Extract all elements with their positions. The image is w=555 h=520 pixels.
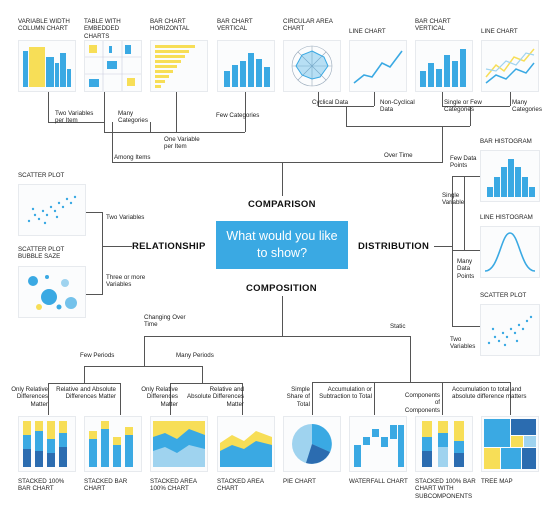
- label-scatter-plot-rel: SCATTER PLOT: [18, 172, 65, 179]
- thumb-scatter-plot-rel: [18, 184, 86, 236]
- thumb-line-chart-2: [481, 40, 539, 92]
- thumb-bar-histogram: [480, 150, 540, 202]
- label-tree-map: TREE MAP: [481, 478, 513, 485]
- thumb-waterfall: [349, 416, 407, 472]
- note-rel-abs-1: Relative and Absolute Differences Matter: [56, 386, 116, 401]
- note-few-periods: Few Periods: [80, 352, 115, 359]
- note-three-or-more: Three or more Variables: [106, 274, 146, 289]
- thumb-stacked-area-100: [150, 416, 208, 472]
- note-among-items: Among Items: [114, 154, 151, 161]
- note-two-variables-rel: Two Variables: [106, 214, 145, 221]
- note-single-or-few: Single or Few Categories: [444, 99, 482, 114]
- thumb-circular-area: [283, 40, 341, 92]
- note-two-var-per-item: Two Variables per Item: [55, 110, 94, 125]
- thumb-bubble-chart: [18, 266, 86, 318]
- center-question-box: What would you like to show?: [216, 221, 348, 269]
- thumb-bar-vertical: [217, 40, 275, 92]
- note-only-relative-2: Only Relative Differences Matter: [141, 386, 178, 408]
- label-bubble-chart: SCATTER PLOT BUBBLE SAZE: [18, 246, 65, 261]
- note-only-relative-1: Only Relative Differences Matter: [11, 386, 48, 408]
- center-question-text: What would you like to show?: [226, 229, 338, 260]
- label-stacked-area: STACKED AREA CHART: [217, 478, 264, 493]
- label-pie: PIE CHART: [283, 478, 316, 485]
- label-stacked-100-bar: STACKED 100% BAR CHART: [18, 478, 65, 493]
- note-simple-share: Simple Share of Total: [286, 386, 310, 408]
- thumb-variable-width-column: [18, 40, 76, 92]
- note-non-cyclical: Non-Cyclical Data: [380, 99, 415, 114]
- note-accum-total: Accumulation to total and absolute diffe…: [452, 386, 527, 401]
- note-many-categories: Many Categories: [118, 110, 148, 125]
- thumb-stacked-area: [217, 416, 275, 472]
- label-stacked-100-sub: STACKED 100% BAR CHART WITH SUBCOMPONENT…: [415, 478, 476, 500]
- thumb-stacked-bar: [84, 416, 142, 472]
- note-rel-abs-2: Relative and Absolute Differences Matter: [187, 386, 244, 408]
- note-one-var-per-item: One Variable per Item: [164, 136, 200, 151]
- label-circular-area: CIRCULAR AREA CHART: [283, 18, 333, 33]
- heading-distribution: DISTRIBUTION: [358, 241, 430, 252]
- label-bar-vertical: BAR CHART VERTICAL: [217, 18, 253, 33]
- thumb-bar-vertical-2: [415, 40, 473, 92]
- thumb-scatter-plot-dist: [480, 304, 540, 356]
- note-over-time: Over Time: [384, 152, 413, 159]
- note-accumulation: Accumulation or Subtraction to Total: [319, 386, 372, 401]
- label-variable-width-column: VARIABLE WIDTH COLUMN CHART: [18, 18, 70, 33]
- label-line-chart-1: LINE CHART: [349, 28, 386, 35]
- note-many-categories-2: Many Categories: [512, 99, 542, 114]
- label-line-chart-2: LINE CHART: [481, 28, 518, 35]
- thumb-pie: [283, 416, 341, 472]
- label-stacked-bar: STACKED BAR CHART: [84, 478, 128, 493]
- thumb-stacked-100-sub: [415, 416, 473, 472]
- label-table-embedded: TABLE WITH EMBEDDED CHARTS: [84, 18, 121, 40]
- thumb-line-histogram: [480, 226, 540, 278]
- note-single-variable: Single Variable: [442, 192, 465, 207]
- label-waterfall: WATERFALL CHART: [349, 478, 408, 485]
- note-many-data-points: Many Data Points: [457, 258, 475, 280]
- thumb-line-chart-1: [349, 40, 407, 92]
- label-bar-histogram: BAR HISTOGRAM: [480, 138, 532, 145]
- thumb-bar-horizontal: [150, 40, 208, 92]
- thumb-stacked-100-bar: [18, 416, 76, 472]
- note-static: Static: [390, 323, 406, 330]
- heading-comparison: COMPARISON: [248, 199, 316, 210]
- label-scatter-plot-dist: SCATTER PLOT: [480, 292, 527, 299]
- note-two-variables-dist: Two Variables: [450, 336, 476, 351]
- heading-relationship: RELATIONSHIP: [132, 241, 206, 252]
- note-components: Components of Components: [404, 392, 440, 414]
- thumb-table-embedded: [84, 40, 142, 92]
- label-line-histogram: LINE HISTOGRAM: [480, 214, 533, 221]
- note-changing-over-time: Changing Over Time: [144, 314, 186, 329]
- label-bar-horizontal: BAR CHART HORIZONTAL: [150, 18, 190, 33]
- note-few-data-points: Few Data Points: [450, 155, 477, 170]
- note-many-periods: Many Periods: [176, 352, 214, 359]
- note-few-categories: Few Categories: [216, 112, 260, 119]
- label-bar-vertical-2: BAR CHART VERTICAL: [415, 18, 451, 33]
- note-cyclical: Cyclical Data: [312, 99, 349, 106]
- thumb-tree-map: [481, 416, 539, 472]
- label-stacked-area-100: STACKED AREA 100% CHART: [150, 478, 197, 493]
- heading-composition: COMPOSITION: [246, 283, 317, 294]
